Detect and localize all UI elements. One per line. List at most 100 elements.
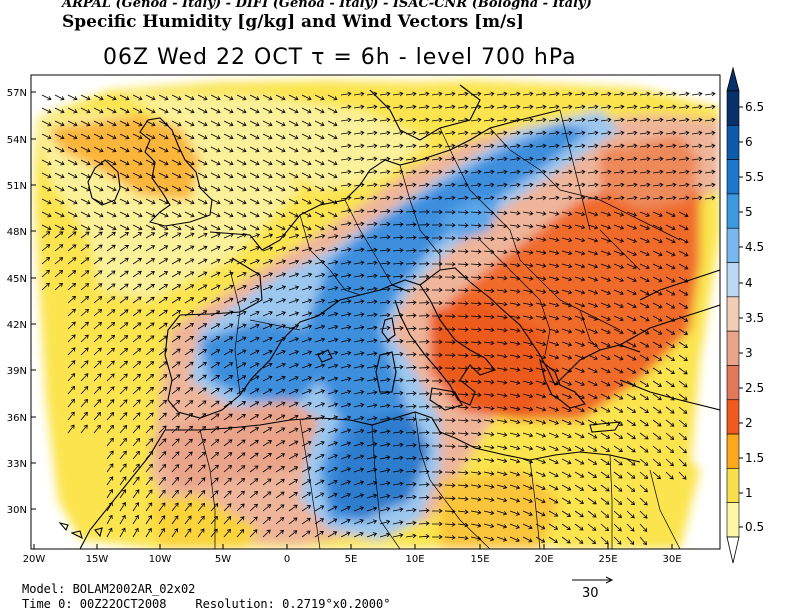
wind-vector	[457, 91, 469, 97]
wind-vector	[613, 224, 625, 230]
wind-vector	[483, 223, 495, 229]
wind-vector	[600, 289, 611, 295]
wind-vector	[340, 299, 352, 304]
wind-vector	[67, 185, 78, 192]
wind-vector	[288, 375, 299, 382]
wind-vector	[561, 367, 573, 373]
wind-vector	[457, 195, 469, 201]
wind-vector	[223, 185, 234, 192]
wind-vector	[600, 406, 611, 413]
wind-vector	[314, 376, 326, 382]
wind-vector	[613, 104, 625, 110]
wind-vector	[678, 276, 689, 283]
wind-vector	[470, 236, 482, 241]
wind-vector	[80, 296, 90, 304]
wind-vector	[470, 379, 482, 385]
wind-vector	[600, 458, 610, 465]
wind-vector	[379, 104, 391, 110]
wind-vector	[691, 91, 703, 97]
wind-vector	[561, 419, 572, 426]
wind-vector	[275, 440, 286, 447]
wind-vector	[392, 195, 404, 201]
wind-vector	[184, 451, 193, 460]
wind-vector	[132, 146, 143, 153]
wind-vector	[132, 489, 140, 499]
wind-vector	[392, 520, 404, 525]
wind-vector	[613, 143, 625, 149]
wind-vector	[600, 510, 610, 518]
wind-vector	[379, 273, 391, 279]
wind-vector	[184, 271, 195, 278]
wind-vector	[392, 312, 404, 318]
wind-vector	[639, 380, 650, 387]
wind-vector	[327, 146, 338, 153]
wind-vector	[665, 250, 676, 257]
wind-vector	[327, 273, 339, 278]
wind-vector	[392, 494, 404, 499]
wind-vector	[41, 159, 52, 166]
wind-vector	[418, 456, 430, 461]
wind-vector	[262, 224, 273, 231]
wind-vector	[119, 450, 127, 460]
wind-vector	[145, 489, 153, 499]
wind-vector	[353, 208, 365, 214]
wind-vector	[496, 117, 508, 123]
wind-vector	[301, 259, 313, 265]
wind-vector	[431, 235, 443, 241]
wind-vector	[158, 245, 169, 252]
wind-vector	[587, 367, 598, 374]
wind-vector	[366, 130, 378, 136]
wind-vector	[158, 322, 168, 330]
wind-vector	[288, 172, 299, 179]
wind-vector	[392, 235, 404, 240]
wind-vector	[496, 275, 508, 281]
wind-vector	[145, 258, 156, 265]
wind-vector	[613, 458, 623, 466]
wind-vector	[652, 458, 662, 467]
wind-vector	[613, 169, 625, 175]
wind-vector	[236, 323, 247, 330]
wind-vector	[496, 458, 508, 464]
wind-vector	[574, 315, 586, 321]
wind-vector	[483, 301, 495, 307]
wind-vector	[210, 477, 219, 486]
wind-vector	[288, 211, 299, 218]
wind-vector	[457, 314, 469, 319]
svg-text:10W: 10W	[149, 554, 172, 565]
wind-vector	[509, 130, 521, 136]
wind-vector	[561, 143, 573, 149]
wind-vector	[665, 341, 676, 348]
wind-vector	[535, 432, 547, 438]
wind-vector	[600, 117, 612, 123]
wind-vector	[353, 389, 365, 395]
wind-vector	[366, 519, 378, 525]
wind-vector	[366, 467, 378, 473]
svg-text:57N: 57N	[7, 88, 27, 99]
wind-vector	[275, 414, 286, 421]
wind-vector	[340, 467, 352, 473]
wind-vector	[93, 399, 102, 408]
wind-vector	[145, 185, 156, 192]
wind-vector	[184, 159, 195, 166]
lon-tick: 15W	[86, 544, 108, 565]
svg-text:4: 4	[745, 276, 753, 290]
wind-vector	[340, 480, 351, 486]
wind-vector	[119, 373, 128, 382]
wind-vector	[158, 476, 166, 486]
wind-vector	[691, 130, 703, 136]
wind-vector	[548, 182, 560, 188]
wind-vector	[249, 529, 258, 538]
wind-vector	[158, 527, 165, 538]
wind-vector	[314, 479, 325, 486]
wind-vector	[145, 412, 154, 421]
wind-vector	[444, 339, 456, 345]
wind-vector	[132, 437, 141, 447]
wind-vector	[288, 146, 299, 153]
wind-vector	[561, 156, 573, 162]
wind-vector	[496, 223, 508, 229]
wind-vector	[249, 272, 260, 278]
wind-vector	[704, 117, 716, 123]
wind-vector	[262, 401, 273, 408]
wind-vector	[236, 362, 247, 369]
wind-vector	[613, 156, 625, 162]
